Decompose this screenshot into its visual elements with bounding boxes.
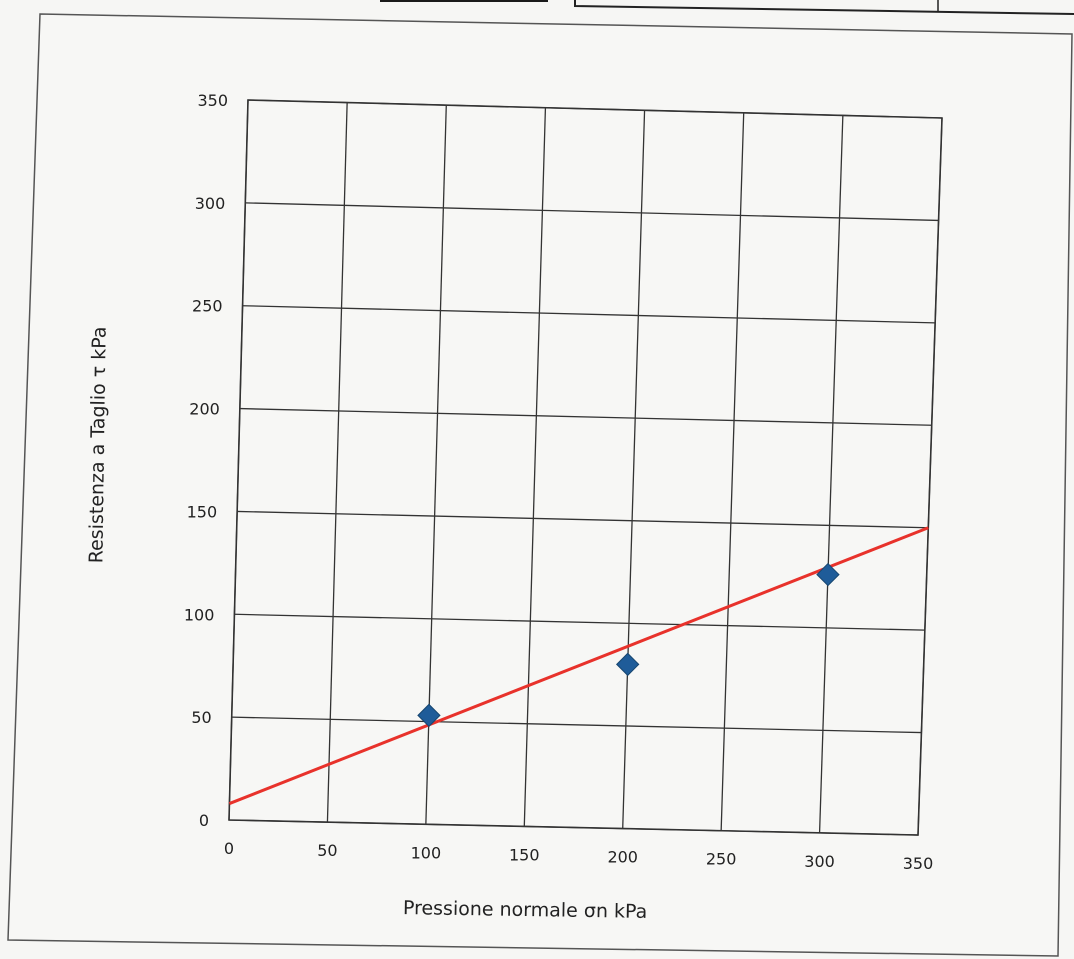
y-tick-label: 200	[189, 400, 220, 419]
x-gridline	[326, 102, 348, 823]
top-table-fragment-right	[574, 0, 1074, 15]
y-gridline	[239, 407, 932, 426]
x-axis-ticks: 0 50 100 150 200 250 300 350	[224, 839, 933, 873]
x-gridline	[917, 117, 943, 836]
y-axis-ticks: 0 50 100 150 200 250 300 350	[184, 91, 228, 830]
data-point-diamond	[616, 652, 640, 677]
top-table-fragment	[380, 0, 548, 2]
data-point-diamond	[417, 703, 441, 728]
y-tick-label: 100	[184, 605, 215, 624]
x-tick-label: 150	[509, 845, 540, 864]
y-gridline	[245, 202, 939, 222]
y-axis-title: Resistenza a Taglio τ kPa	[85, 326, 110, 563]
data-point-diamond	[816, 562, 840, 587]
y-gridline	[237, 510, 929, 529]
trend-line	[228, 526, 929, 805]
plot-area: 0 50 100 150 200 250 300 350 0 50 100 150 200 250 300…	[184, 91, 943, 873]
x-tick-label: 350	[903, 854, 934, 873]
y-gridline	[234, 613, 925, 631]
y-gridline	[247, 99, 943, 119]
data-points-series	[417, 562, 840, 728]
chart-frame	[7, 13, 1073, 957]
x-gridline	[622, 110, 646, 829]
x-tick-label: 200	[607, 848, 638, 867]
horizontal-gridlines	[228, 99, 943, 836]
x-tick-label: 0	[224, 839, 234, 858]
x-gridline	[818, 115, 844, 833]
y-tick-label: 300	[195, 194, 226, 213]
x-axis-title: Pressione normale σn kPa	[403, 897, 648, 923]
x-tick-label: 100	[411, 843, 442, 862]
x-tick-label: 250	[706, 850, 737, 869]
y-gridline	[228, 819, 919, 836]
y-gridline	[242, 305, 936, 324]
y-tick-label: 250	[192, 297, 223, 316]
x-gridline	[228, 99, 249, 821]
y-tick-label: 0	[199, 811, 209, 830]
y-gridline	[231, 716, 922, 734]
x-tick-label: 50	[317, 841, 337, 860]
y-tick-label: 50	[191, 708, 211, 727]
trend-line-series	[228, 526, 929, 805]
x-gridline	[720, 112, 745, 831]
y-tick-label: 150	[187, 502, 218, 521]
x-gridline	[523, 107, 547, 827]
x-tick-label: 300	[804, 852, 835, 871]
y-tick-label: 350	[197, 91, 228, 110]
